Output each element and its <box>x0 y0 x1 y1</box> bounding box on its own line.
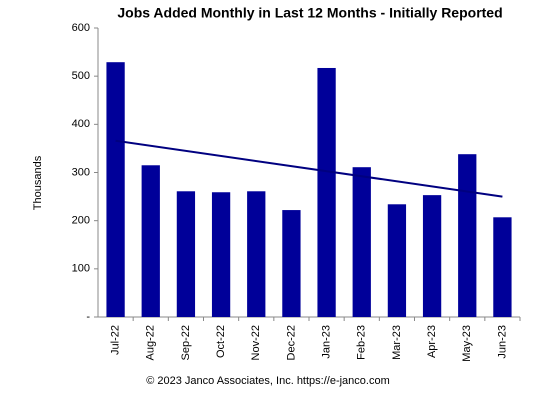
x-tick-label: May-23 <box>461 325 473 362</box>
x-tick-label: Nov-22 <box>250 325 262 360</box>
y-tick-label: 400 <box>72 118 90 130</box>
bar <box>458 154 477 317</box>
y-axis-label: Thousands <box>32 155 44 210</box>
y-tick-label: 300 <box>72 166 90 178</box>
x-tick-label: Apr-23 <box>426 325 438 358</box>
x-tick-label: Jan-23 <box>320 325 332 359</box>
y-tick-label: - <box>86 311 90 323</box>
x-tick-label: Feb-23 <box>356 325 368 360</box>
x-tick-label: Sep-22 <box>180 325 192 360</box>
footer: © 2023 Janco Associates, Inc. https://e-… <box>146 375 390 387</box>
bar <box>211 192 231 317</box>
x-tick-label: Jun-23 <box>496 325 508 359</box>
x-tick-label: Mar-23 <box>391 325 403 360</box>
x-tick-label: Oct-22 <box>215 325 227 358</box>
bar <box>387 204 407 317</box>
bar <box>141 165 160 317</box>
bar <box>176 191 196 317</box>
bar <box>106 62 125 317</box>
bar <box>352 167 371 317</box>
bar <box>317 67 336 317</box>
y-tick-label: 100 <box>72 263 90 275</box>
x-tick-label: Dec-22 <box>285 325 297 360</box>
y-tick-label: 500 <box>72 70 90 82</box>
x-tick-label: Jul-22 <box>109 325 121 355</box>
y-tick-label: 200 <box>72 215 90 227</box>
bar <box>493 217 512 317</box>
chart-title: Jobs Added Monthly in Last 12 Months - I… <box>117 5 502 21</box>
bar <box>282 210 301 317</box>
x-tick-label: Aug-22 <box>145 325 157 360</box>
y-tick-label: 600 <box>72 22 90 34</box>
bar <box>247 191 266 317</box>
bar <box>422 195 442 317</box>
trend-line <box>115 139 503 198</box>
